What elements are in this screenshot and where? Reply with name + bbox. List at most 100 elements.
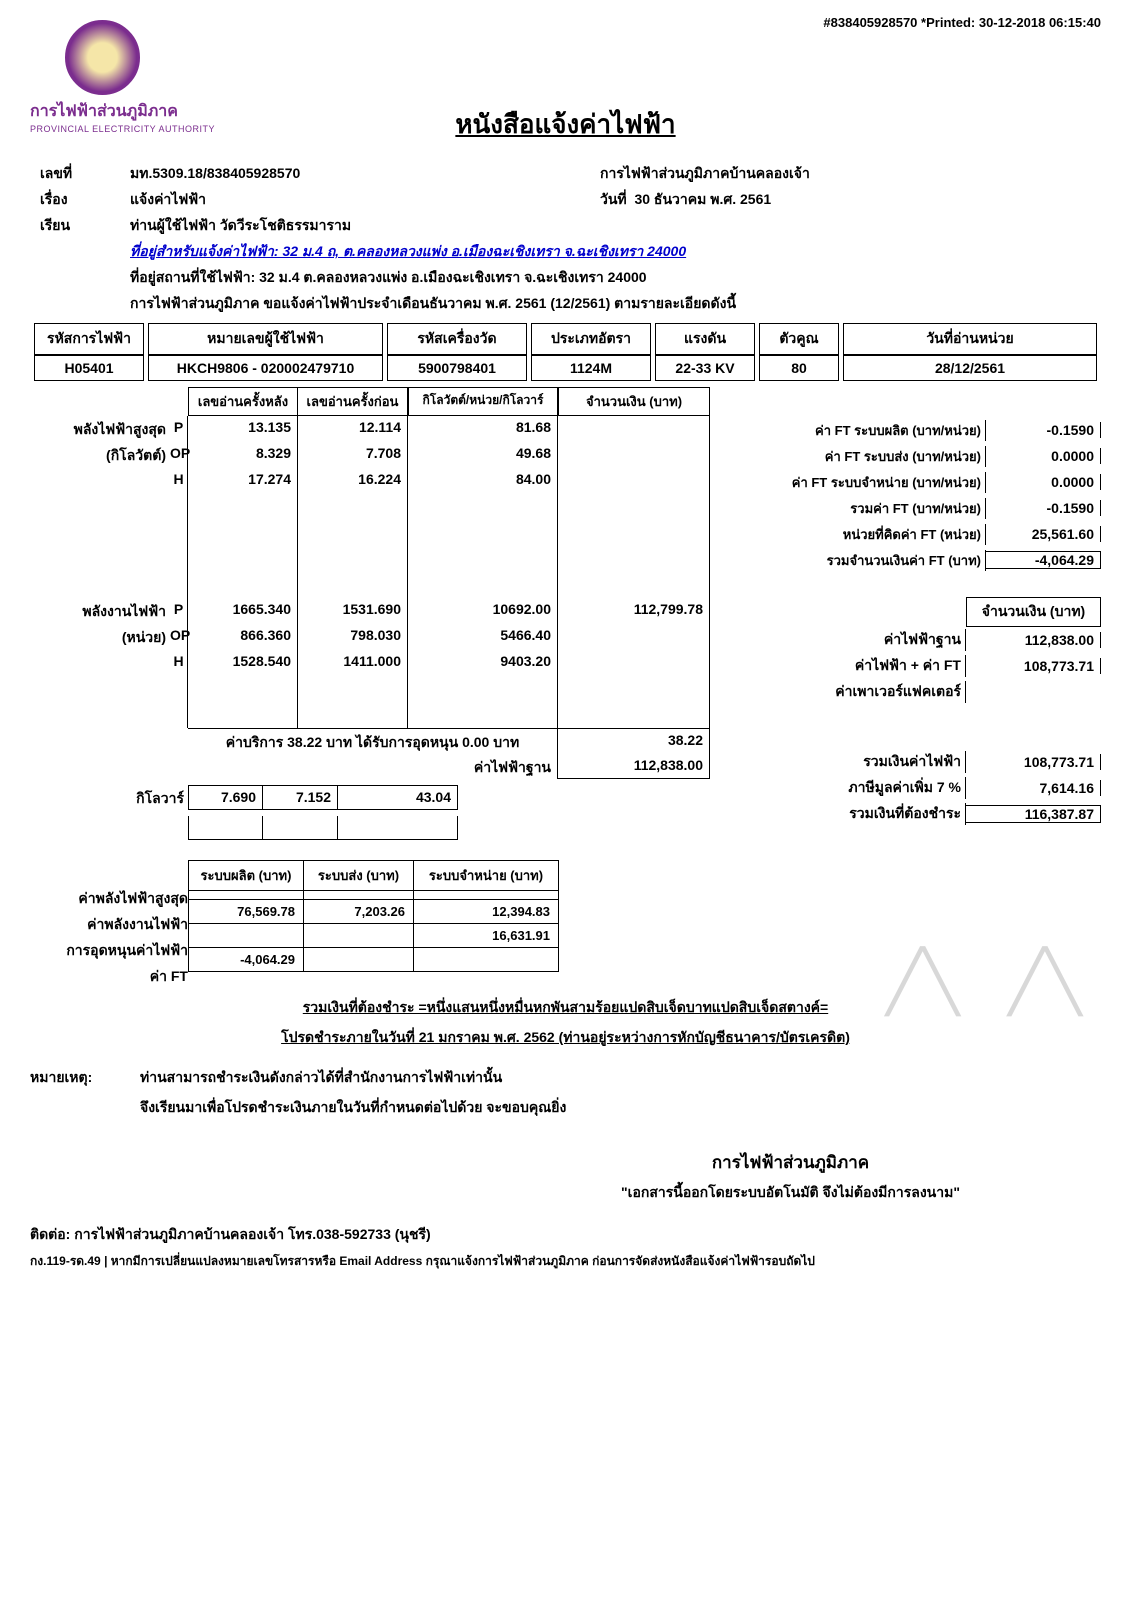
peak-unit: (กิโลวัตต์) <box>30 442 170 468</box>
hdr-val-5: 80 <box>759 355 839 381</box>
service-text: ค่าบริการ 38.22 บาท ได้รับการอุดหนุน 0.0… <box>188 728 558 754</box>
doc-date: 30 ธันวาคม พ.ศ. 2561 <box>634 191 771 207</box>
hdr-val-0: H05401 <box>34 355 144 381</box>
energy-h-b: 1411.000 <box>298 650 408 676</box>
info-block: เลขที่ มท.5309.18/838405928570 การไฟฟ้าส… <box>40 163 1091 315</box>
readings-grid: เลขอ่านครั้งหลัง เลขอ่านครั้งก่อน กิโลวั… <box>30 387 1101 972</box>
sum-l3: ค่าเพาเวอร์แฟคเตอร์ <box>781 681 966 703</box>
base-label: ค่าไฟฟ้าฐาน <box>30 754 558 779</box>
sys-r1c2: 12,394.83 <box>414 900 559 924</box>
contact-line: ติดต่อ: การไฟฟ้าส่วนภูมิภาคบ้านคลองเจ้า … <box>30 1224 1101 1246</box>
doc-number: มท.5309.18/838405928570 <box>130 163 600 185</box>
sum-v1: 112,838.00 <box>966 632 1101 648</box>
sum-v6: 116,387.87 <box>966 805 1101 823</box>
date-label: วันที่ <box>600 191 627 207</box>
note-line-2: จึงเรียนมาเพื่อโปรดชำระเงินภายในวันที่กำ… <box>140 1097 566 1119</box>
energy-unit: (หน่วย) <box>30 624 170 650</box>
sys-lab-1: ค่าพลังงานไฟฟ้า <box>30 914 188 936</box>
hdr-col-2: รหัสเครื่องวัด <box>387 323 527 355</box>
print-label: *Printed: <box>921 15 975 30</box>
peak-h-tag: H <box>170 468 188 494</box>
amount-words: รวมเงินที่ต้องชำระ =หนึ่งแสนหนึ่งหมื่นหก… <box>30 997 1101 1019</box>
sys-r0c0 <box>189 891 304 900</box>
energy-h-tag: H <box>170 650 188 676</box>
hdr-val-2: 5900798401 <box>387 355 527 381</box>
peak-op-a: 8.329 <box>188 442 298 468</box>
ft-block: ค่า FT ระบบผลิต (บาท/หน่วย)-0.1590 ค่า F… <box>711 417 1101 573</box>
sys-r0c2 <box>414 891 559 900</box>
sys-col-1: ระบบส่ง (บาท) <box>304 861 414 891</box>
hdr-col-6: วันที่อ่านหน่วย <box>843 323 1097 355</box>
header-table: รหัสการไฟฟ้า หมายเลขผู้ใช้ไฟฟ้า รหัสเครื… <box>30 323 1101 381</box>
print-ts: 30-12-2018 06:15:40 <box>979 15 1101 30</box>
num-label: เลขที่ <box>40 163 130 185</box>
sys-r0c1 <box>304 891 414 900</box>
billing-address: ที่อยู่สำหรับแจ้งค่าไฟฟ้า: 32 ม.4 ถ, ต.ค… <box>130 241 1091 263</box>
signature-block: การไฟฟ้าส่วนภูมิภาค "เอกสารนี้ออกโดยระบบ… <box>480 1149 1101 1204</box>
kvar-label: กิโลวาร์ <box>30 785 188 810</box>
sub-col-amt: จำนวนเงิน (บาท) <box>558 387 710 416</box>
energy-op-c: 5466.40 <box>408 624 558 650</box>
ft-v1: -0.1590 <box>986 422 1101 438</box>
sum-l2: ค่าไฟฟ้า + ค่า FT <box>781 655 966 677</box>
energy-op-tag: OP <box>170 624 188 650</box>
branch-name: การไฟฟ้าส่วนภูมิภาคบ้านคลองเจ้า <box>600 163 810 185</box>
pea-logo <box>65 20 140 95</box>
peak-h-b: 16.224 <box>298 468 408 494</box>
note-block: หมายเหตุ: ท่านสามารถชำระเงินดังกล่าวได้ท… <box>30 1067 1101 1119</box>
energy-label: พลังงานไฟฟ้า <box>30 598 170 624</box>
ft-v6: -4,064.29 <box>986 551 1101 569</box>
recipient: ท่านผู้ใช้ไฟฟ้า วัดวีระโชติธรรมาราม <box>130 215 600 237</box>
peak-label: พลังไฟฟ้าสูงสุด <box>30 416 170 442</box>
sum-l1: ค่าไฟฟ้าฐาน <box>781 629 966 651</box>
summary-block: จำนวนเงิน (บาท) ค่าไฟฟ้าฐาน112,838.00 ค่… <box>781 597 1101 827</box>
ft-v3: 0.0000 <box>986 474 1101 490</box>
hdr-val-4: 22-33 KV <box>655 355 755 381</box>
service-amt: 38.22 <box>558 728 710 754</box>
sys-r1c0: 76,569.78 <box>189 900 304 924</box>
hdr-col-4: แรงดัน <box>655 323 755 355</box>
sys-lab-0: ค่าพลังไฟฟ้าสูงสุด <box>30 888 188 910</box>
sys-r2c2: 16,631.91 <box>414 924 559 948</box>
peak-p-c: 81.68 <box>408 416 558 442</box>
sub-col-2: เลขอ่านครั้งก่อน <box>298 387 408 416</box>
sum-l4: รวมเงินค่าไฟฟ้า <box>781 751 966 773</box>
hdr-val-1: HKCH9806 - 020002479710 <box>148 355 383 381</box>
kvar-b: 7.152 <box>263 785 338 810</box>
peak-h-a: 17.274 <box>188 468 298 494</box>
hdr-val-6: 28/12/2561 <box>843 355 1097 381</box>
sum-v4: 108,773.71 <box>966 754 1101 770</box>
peak-h-c: 84.00 <box>408 468 558 494</box>
kvar-c: 43.04 <box>338 785 458 810</box>
sum-v2: 108,773.71 <box>966 658 1101 674</box>
sys-r1c1: 7,203.26 <box>304 900 414 924</box>
site-address: ที่อยู่สถานที่ใช้ไฟฟ้า: 32 ม.4 ต.คลองหลว… <box>130 267 1091 289</box>
hdr-col-3: ประเภทอัตรา <box>531 323 651 355</box>
energy-p-a: 1665.340 <box>188 598 298 624</box>
summary-head: จำนวนเงิน (บาท) <box>966 597 1101 627</box>
energy-p-amt: 112,799.78 <box>558 598 710 624</box>
subj-label: เรื่อง <box>40 189 130 211</box>
sub-col-1: เลขอ่านครั้งหลัง <box>188 387 298 416</box>
energy-op-b: 798.030 <box>298 624 408 650</box>
ft-v4: -0.1590 <box>986 500 1101 516</box>
sum-v5: 7,614.16 <box>966 780 1101 796</box>
print-ref: #838405928570 <box>823 15 917 30</box>
sys-r3c2 <box>414 948 559 972</box>
sys-r3c1 <box>304 948 414 972</box>
peak-op-tag: OP <box>170 442 188 468</box>
ft-l4: รวมค่า FT (บาท/หน่วย) <box>711 498 986 519</box>
ft-l6: รวมจำนวนเงินค่า FT (บาท) <box>711 550 986 571</box>
footer-line: กง.119-รด.49 | หากมีการเปลี่ยนแปลงหมายเล… <box>30 1252 1101 1271</box>
ft-l5: หน่วยที่คิดค่า FT (หน่วย) <box>711 524 986 545</box>
system-table: ระบบผลิต (บาท) ระบบส่ง (บาท) ระบบจำหน่าย… <box>188 860 559 972</box>
org-name-en: PROVINCIAL ELECTRICITY AUTHORITY <box>30 124 215 134</box>
ft-l1: ค่า FT ระบบผลิต (บาท/หน่วย) <box>711 420 986 441</box>
energy-op-a: 866.360 <box>188 624 298 650</box>
energy-h-a: 1528.540 <box>188 650 298 676</box>
sys-col-0: ระบบผลิต (บาท) <box>189 861 304 891</box>
ft-v2: 0.0000 <box>986 448 1101 464</box>
sys-r2c0 <box>189 924 304 948</box>
energy-h-c: 9403.20 <box>408 650 558 676</box>
peak-op-b: 7.708 <box>298 442 408 468</box>
